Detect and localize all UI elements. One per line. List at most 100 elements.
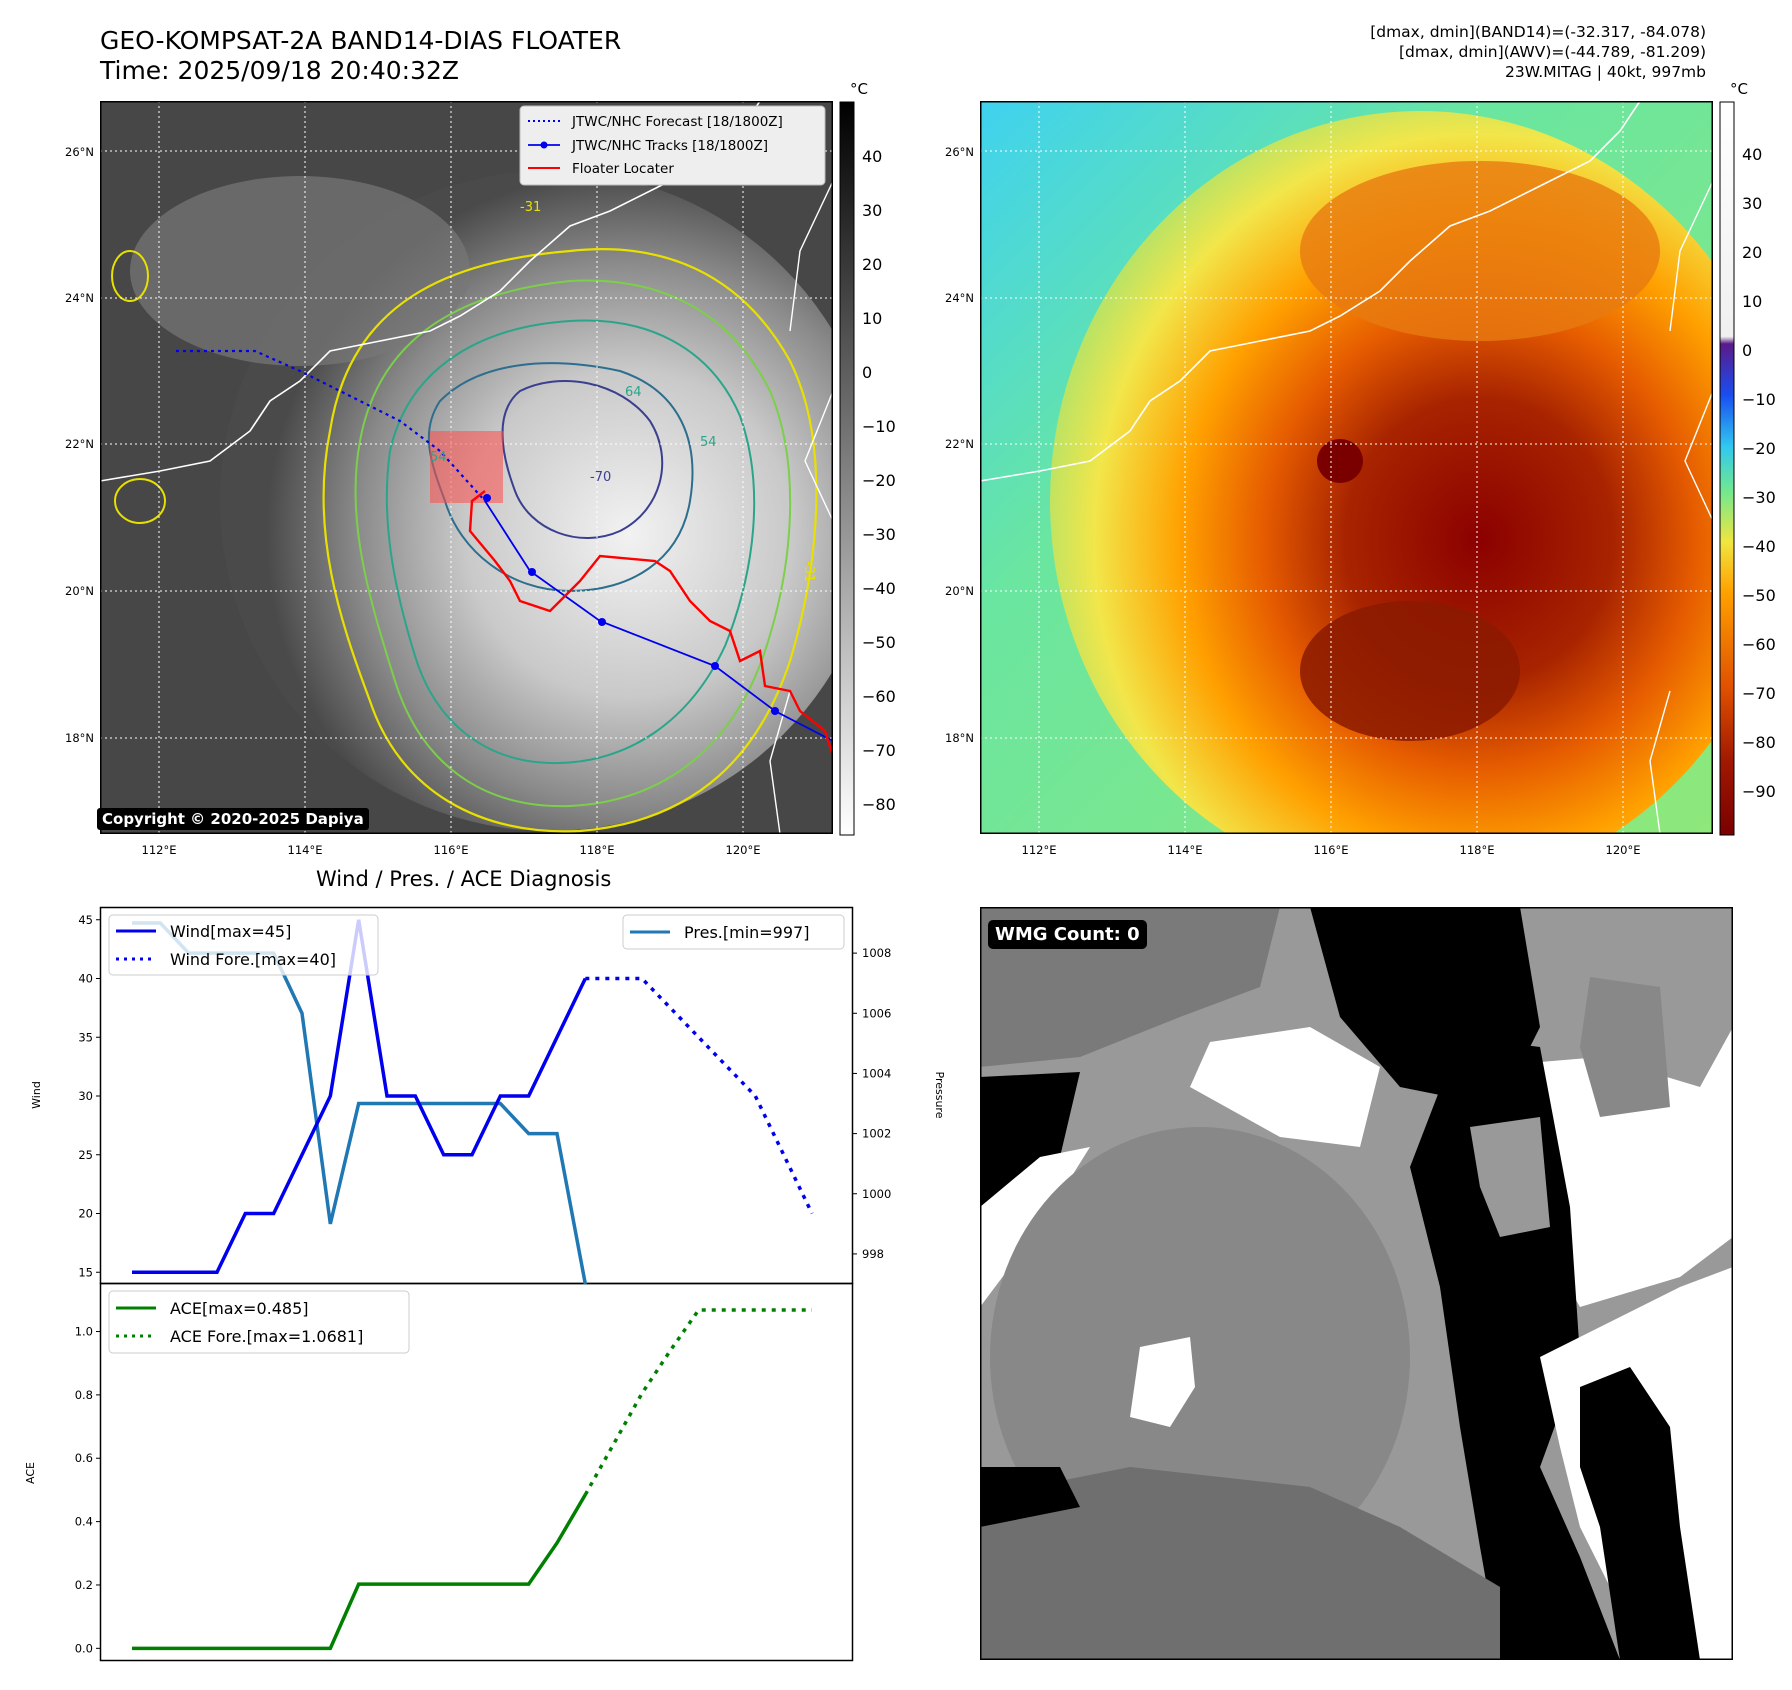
colorbar-awv-ticks: 40 30 20 10 0 −10 −20 −30 −40 −50 −60 −7…	[1742, 145, 1776, 801]
legend-ace: ACE[max=0.485]	[170, 1299, 309, 1318]
ir-map-frame	[100, 101, 833, 834]
y-tick-label: 998	[862, 1247, 884, 1261]
awv-eye-cell	[1317, 439, 1363, 483]
wmg-region-white	[1190, 1027, 1380, 1147]
title-line-1: GEO-KOMPSAT-2A BAND14-DIAS FLOATER	[100, 26, 622, 55]
wind-axis-label: Wind	[30, 1081, 43, 1109]
svg-text:−10: −10	[1742, 390, 1776, 409]
y-tick-label: 40	[78, 972, 93, 986]
wmg-eye-white	[1130, 1337, 1195, 1427]
y-tick-label: 1000	[862, 1187, 891, 1201]
colorbar-ir: °C 40 30 20 10 0 −10 −20 −30 −40 −50 −60…	[839, 80, 896, 836]
svg-text:−50: −50	[862, 633, 896, 652]
y-tick-label: 30	[78, 1089, 93, 1103]
map-legend: JTWC/NHC Forecast [18/1800Z] JTWC/NHC Tr…	[519, 105, 826, 186]
svg-text:−40: −40	[862, 579, 896, 598]
awv-map-frame	[980, 101, 1713, 834]
ace-legend: ACE[max=0.485] ACE Fore.[max=1.0681]	[108, 1290, 410, 1354]
lon-tick: 118°E	[1460, 843, 1495, 857]
colorbar-ir-ticks: 40 30 20 10 0 −10 −20 −30 −40 −50 −60 −7…	[862, 147, 896, 814]
svg-text:−70: −70	[1742, 684, 1776, 703]
contour-green	[354, 279, 792, 808]
lon-tick: 120°E	[726, 843, 761, 857]
wmg-region-black-se	[1580, 1367, 1700, 1660]
awv-map	[980, 101, 1713, 834]
diagnosis-title: Wind / Pres. / ACE Diagnosis	[316, 867, 612, 891]
floater-locater-track	[468, 490, 833, 757]
svg-text:−90: −90	[1742, 782, 1776, 801]
svg-text:10: 10	[1742, 292, 1762, 311]
track-points	[483, 494, 779, 715]
svg-text:40: 40	[1742, 145, 1762, 164]
svg-text:40: 40	[862, 147, 882, 166]
svg-text:−30: −30	[1742, 488, 1776, 507]
pressure-legend: Pres.[min=997]	[622, 914, 845, 950]
awv-coastline-luzon	[1649, 690, 1671, 834]
awv-coastline-taiwan	[1669, 180, 1713, 332]
svg-text:−40: −40	[1742, 537, 1776, 556]
forecast-track	[176, 349, 486, 502]
ir-lon-axis: 112°E 114°E 116°E 118°E 120°E	[142, 843, 761, 857]
y-tick-label: 1008	[862, 946, 891, 960]
awv-coastline-luzon-north	[1684, 390, 1713, 522]
svg-text:20: 20	[862, 255, 882, 274]
colorbar-awv: °C 40 30 20 10 0 −10 −20 −30 −40 −50 −60…	[1719, 80, 1776, 836]
coastline-luzon-north	[804, 390, 833, 522]
y-tick-label: 25	[78, 1148, 93, 1162]
ace-panel-frame	[99, 1282, 854, 1662]
legend-tracks: JTWC/NHC Tracks [18/1800Z]	[571, 138, 768, 154]
contour-small-nw	[111, 250, 149, 302]
wind-line	[132, 919, 587, 1274]
svg-text:−60: −60	[1742, 635, 1776, 654]
awv-south-cell	[1300, 601, 1520, 741]
legend-pres: Pres.[min=997]	[684, 923, 809, 942]
lon-tick: 112°E	[142, 843, 177, 857]
svg-text:0: 0	[1742, 341, 1752, 360]
legend-forecast: JTWC/NHC Forecast [18/1800Z]	[571, 114, 783, 130]
svg-text:20: 20	[1742, 243, 1762, 262]
y-tick-label: 1.0	[75, 1325, 93, 1339]
awv-coastline	[980, 101, 1641, 482]
awv-north-band	[1300, 161, 1660, 341]
pressure-y-axis: 998 1000 1002 1004 1006 1008	[852, 946, 891, 1261]
svg-text:−10: −10	[862, 417, 896, 436]
svg-text:−30: −30	[862, 525, 896, 544]
awv-lon-axis: 112°E 114°E 116°E 118°E 120°E	[1022, 843, 1641, 857]
lon-tick: 116°E	[1314, 843, 1349, 857]
ace-line	[132, 1493, 587, 1651]
wmg-region-black-sw	[980, 1467, 1080, 1527]
y-tick-label: 0.2	[75, 1578, 93, 1592]
contour-label-54b: 54	[700, 435, 717, 450]
floater-box	[430, 431, 503, 503]
svg-text:−70: −70	[862, 741, 896, 760]
lon-tick: 120°E	[1606, 843, 1641, 857]
wmg-region-black-west	[980, 1072, 1080, 1207]
cloud-band	[130, 176, 470, 366]
copyright-badge: Copyright © 2020-2025 Dapiya	[97, 808, 369, 830]
title-line-2: Time: 2025/09/18 20:40:32Z	[100, 56, 459, 85]
y-tick-label: 0.8	[75, 1388, 93, 1402]
info-line-1: [dmax, dmin](BAND14)=(-32.317, -84.078)	[1370, 23, 1706, 41]
figure-info: [dmax, dmin](BAND14)=(-32.317, -84.078) …	[1370, 22, 1706, 82]
coastline-taiwan	[789, 180, 833, 332]
lon-tick: 114°E	[288, 843, 323, 857]
lon-tick: 112°E	[1022, 843, 1057, 857]
ir-lat-axis: 26°N 24°N 22°N 20°N 18°N	[65, 145, 94, 745]
contour-label-70: -70	[590, 470, 611, 485]
wmg-region-black-central	[1410, 1037, 1620, 1660]
y-tick-label: 1004	[862, 1066, 891, 1080]
lat-tick: 24°N	[65, 291, 94, 305]
info-line-2: [dmax, dmin](AWV)=(-44.789, -81.209)	[1399, 43, 1706, 61]
contour-teal	[385, 319, 756, 765]
y-tick-label: 20	[78, 1207, 93, 1221]
contour-small-west	[114, 478, 166, 524]
contour-label-31b: -31	[801, 561, 816, 582]
wmg-eye-region	[990, 1127, 1410, 1587]
ace-y-axis: 0.0 0.2 0.4 0.6 0.8 1.0	[75, 1325, 101, 1655]
contour-label-31: -31	[520, 200, 541, 215]
wmg-region-gray-ne	[1580, 977, 1670, 1117]
contour-label-64: 64	[625, 385, 642, 400]
y-tick-label: 0.4	[75, 1515, 93, 1529]
ir-map: 54 64 54 -70 -31 -31 JTWC/NHC Forecast […	[100, 101, 833, 834]
info-line-3: 23W.MITAG | 40kt, 997mb	[1505, 63, 1706, 81]
